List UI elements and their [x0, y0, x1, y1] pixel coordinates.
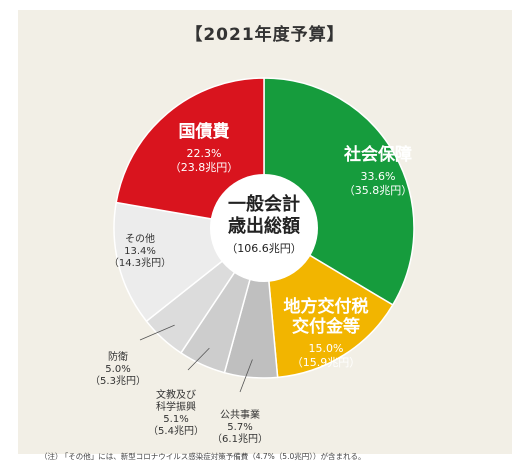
slice-label-2-line-2: 15.0% [309, 342, 344, 355]
slice-label-4-line-0: 文教及び [156, 388, 196, 401]
donut-hole [210, 174, 318, 282]
slice-label-4-line-1: 科学振興 [156, 400, 196, 413]
leader-line-5 [139, 324, 175, 341]
slice-label-7-line-2: （23.8兆円） [170, 161, 239, 174]
leader-line-3 [239, 359, 253, 393]
footnote-prefix: （注） [40, 452, 63, 461]
footnote: （注） 「その他」には、新型コロナウイルス感染症対策予備費（4.7%（5.0兆円）… [40, 451, 367, 462]
slice-label-2-line-3: （15.9兆円） [292, 356, 361, 369]
slice-label-3-line-0: 公共事業 [220, 408, 260, 421]
slice-label-1-line-0: 社会保障 [343, 144, 412, 165]
slice-label-7-line-1: 22.3% [187, 147, 222, 160]
slice-label-4-line-3: （5.4兆円） [148, 425, 204, 437]
chart-title: 【2021年度予算】 [185, 25, 345, 45]
slice-label-7-line-0: 国債費 [179, 121, 230, 142]
center-label-2: （106.6兆円） [226, 242, 302, 255]
center-label-0: 一般会計 [228, 193, 300, 215]
slice-label-2-line-1: 交付金等 [292, 316, 360, 337]
slice-label-5-line-2: （5.3兆円） [90, 375, 146, 387]
slice-label-1-line-2: （35.8兆円） [344, 184, 413, 197]
leader-line-4 [187, 347, 210, 371]
slice-label-6-line-0: その他 [125, 232, 155, 245]
slice-label-2-line-0: 地方交付税 [284, 296, 369, 317]
slice-label-6-line-1: 13.4% [124, 246, 156, 257]
slice-label-3-line-2: （6.1兆円） [212, 433, 268, 445]
slice-label-4-line-2: 5.1% [163, 414, 188, 425]
slice-label-1-line-1: 33.6% [361, 170, 396, 183]
slice-label-6-line-2: （14.3兆円） [109, 257, 171, 269]
center-label-1: 歳出総額 [228, 215, 300, 237]
slice-label-5-line-0: 防衛 [108, 350, 128, 363]
slice-label-3-line-1: 5.7% [227, 422, 252, 433]
slice-label-5-line-1: 5.0% [105, 364, 130, 375]
footnote-text: 「その他」には、新型コロナウイルス感染症対策予備費（4.7%（5.0兆円））が含… [64, 452, 366, 461]
